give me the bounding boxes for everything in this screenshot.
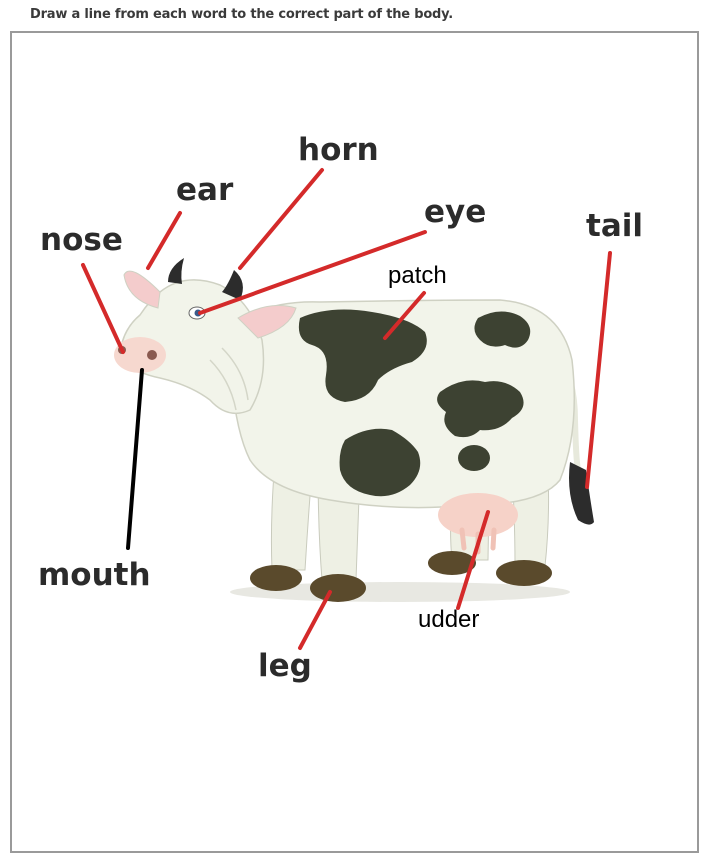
worksheet-instruction: Draw a line from each word to the correc… (30, 7, 453, 22)
ear-right (237, 305, 297, 339)
label-horn: horn (298, 132, 379, 168)
hoof-4 (496, 560, 552, 586)
hoof-1 (250, 565, 302, 591)
tail-tuft (569, 462, 594, 525)
horn-left (168, 258, 184, 284)
ear-left (123, 270, 161, 309)
line-mouth (126, 368, 144, 550)
label-udder: udder (418, 606, 480, 633)
label-leg: leg (258, 648, 312, 684)
worksheet-frame (10, 31, 699, 853)
line-horn (238, 168, 324, 270)
label-nose: nose (40, 222, 123, 258)
patch-5 (458, 445, 490, 471)
line-tail (585, 251, 612, 489)
patch-2 (474, 311, 531, 348)
patch-1 (298, 309, 427, 402)
label-tail: tail (586, 208, 643, 244)
label-mouth: mouth (38, 557, 151, 593)
line-patch (383, 291, 426, 340)
cow-muzzle (114, 337, 166, 373)
line-eye (198, 230, 427, 315)
line-udder (456, 510, 490, 610)
patch-3 (437, 380, 524, 438)
patch-4 (339, 428, 421, 497)
horn-right (222, 270, 243, 300)
label-eye: eye (424, 194, 487, 230)
label-ear: ear (176, 172, 234, 208)
hoof-3 (428, 551, 476, 575)
hoof-2 (310, 574, 366, 602)
answer-lines (81, 168, 612, 650)
label-patch: patch (388, 262, 447, 289)
nostril-right (147, 350, 157, 360)
line-nose (81, 263, 125, 354)
cow-udder (438, 493, 518, 537)
line-leg (298, 590, 332, 650)
line-ear (146, 211, 182, 270)
